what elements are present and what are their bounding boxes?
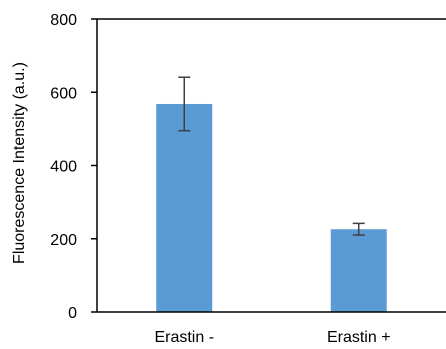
y-axis-ticks: 0 200 400 600 800 xyxy=(50,12,97,322)
bar xyxy=(330,229,387,312)
plot-area: 0 200 400 600 800 Erastin - Erastin + xyxy=(50,12,446,346)
error-bars-group xyxy=(178,76,365,236)
error-bar xyxy=(352,222,365,236)
error-bar xyxy=(178,76,191,132)
y-tick-label: 600 xyxy=(50,85,77,102)
y-tick-label: 200 xyxy=(50,232,77,249)
y-axis-title: Fluorescence Intensity (a.u.) xyxy=(11,62,28,264)
x-category-label: Erastin + xyxy=(327,329,391,346)
y-tick-label: 0 xyxy=(68,305,77,322)
x-category-label: Erastin - xyxy=(154,329,214,346)
bar xyxy=(156,103,213,312)
y-tick-label: 800 xyxy=(50,12,77,29)
y-tick-label: 400 xyxy=(50,159,77,176)
x-axis-labels: Erastin - Erastin + xyxy=(154,329,390,346)
bars-group xyxy=(156,103,387,312)
